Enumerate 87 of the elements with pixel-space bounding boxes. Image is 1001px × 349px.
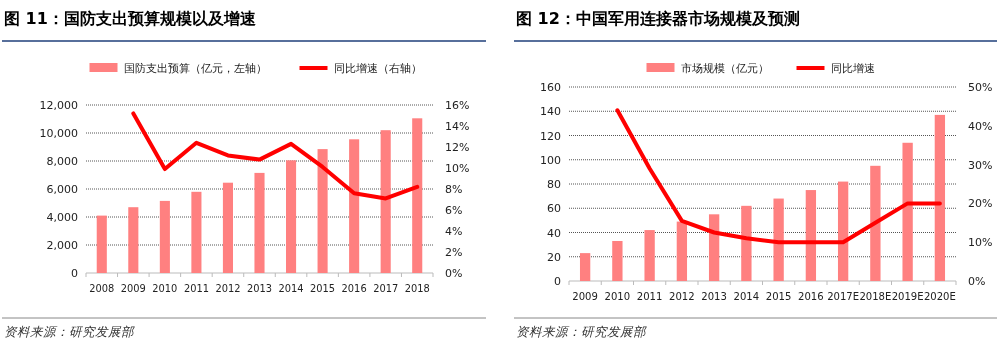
x-tick-label: 2016 [798, 291, 824, 302]
x-tick-label: 2011 [636, 291, 663, 302]
y2-tick-label: 10% [445, 162, 470, 175]
y-tick-label: 80 [547, 178, 561, 191]
legend-label: 市场规模（亿元） [680, 62, 769, 75]
bar [805, 190, 817, 281]
x-tick-label: 2015 [765, 291, 792, 302]
bar [412, 118, 423, 273]
y-tick-label: 40 [547, 226, 561, 240]
x-tick-label: 2009 [572, 291, 598, 302]
x-tick-label: 2010 [604, 291, 631, 302]
x-tick-label: 2018E [859, 291, 892, 302]
x-tick-label: 2017 [373, 283, 399, 294]
x-tick-label: 2009 [120, 283, 146, 294]
y-tick-label: 0 [554, 275, 561, 288]
y2-tick-label: 12% [445, 141, 470, 154]
x-tick-label: 2011 [183, 283, 209, 294]
y-tick-label: 160 [540, 81, 561, 94]
y-tick-label: 8,000 [46, 155, 78, 168]
y-tick-label: 60 [547, 202, 561, 216]
bar [708, 214, 720, 281]
bar [96, 215, 107, 273]
x-tick-label: 2014 [278, 283, 304, 294]
y2-tick-label: 0% [968, 275, 986, 288]
legend-label: 国防支出预算（亿元，左轴） [123, 62, 267, 75]
y2-tick-label: 16% [445, 99, 470, 112]
y2-tick-label: 10% [968, 236, 993, 250]
bar [159, 200, 170, 273]
y2-tick-label: 2% [445, 246, 463, 259]
bar [286, 160, 297, 273]
y-tick-label: 10,000 [39, 127, 78, 140]
text: 资料来源：研究发展部 [4, 324, 135, 339]
x-tick-label: 2014 [733, 291, 760, 302]
bar [741, 205, 752, 281]
bar [676, 221, 688, 281]
x-tick-label: 2013 [701, 291, 727, 302]
y2-tick-label: 4% [445, 225, 463, 238]
y2-tick-label: 6% [445, 204, 463, 217]
legend-label: 同比增速（右轴） [333, 62, 422, 75]
chart-title: 图 11：国防支出预算规模以及增速 [4, 9, 257, 28]
bar [317, 149, 328, 273]
x-tick-label: 2019E [891, 291, 924, 302]
y2-tick-label: 8% [445, 183, 463, 196]
x-tick-label: 2012 [669, 291, 695, 302]
y-tick-label: 0 [71, 267, 78, 280]
line-series [615, 108, 942, 245]
y-tick-label: 6,000 [46, 183, 78, 196]
bar [254, 172, 265, 273]
x-tick-label: 2013 [246, 283, 273, 294]
bar [222, 182, 233, 273]
x-tick-label: 2015 [310, 283, 336, 294]
line-series [131, 111, 420, 201]
text: 资料来源：研究发展部 [516, 324, 647, 339]
bar [349, 139, 360, 273]
y-tick-label: 20 [547, 250, 561, 264]
bar [902, 142, 913, 281]
y-tick-label: 120 [540, 129, 561, 143]
x-tick-label: 2012 [215, 283, 241, 294]
bar [644, 230, 655, 281]
y-tick-label: 4,000 [46, 211, 78, 224]
y2-tick-label: 30% [968, 158, 993, 172]
x-tick-label: 2008 [89, 283, 115, 294]
x-tick-label: 2020E [923, 291, 956, 302]
bar [612, 240, 623, 281]
bar [934, 114, 946, 281]
y-tick-label: 100 [540, 153, 561, 167]
y2-tick-label: 20% [968, 197, 993, 211]
legend-label: 同比增速 [830, 62, 875, 75]
bar [773, 198, 784, 281]
y2-tick-label: 50% [968, 81, 993, 94]
bar [128, 207, 139, 273]
x-tick-label: 2018 [404, 283, 430, 294]
chart-title: 图 12：中国军用连接器市场规模及预测 [516, 9, 800, 28]
x-tick-label: 2010 [152, 283, 178, 294]
x-tick-label: 2017E [827, 291, 860, 302]
bar [837, 181, 849, 281]
bar [191, 191, 202, 273]
bar [579, 253, 591, 281]
y2-tick-label: 40% [968, 119, 993, 133]
y-tick-label: 12,000 [39, 99, 78, 112]
y2-tick-label: 0% [445, 267, 463, 280]
bar [380, 130, 391, 273]
y2-tick-label: 14% [445, 120, 470, 133]
y-tick-label: 2,000 [46, 239, 78, 252]
y-tick-label: 140 [540, 105, 561, 119]
x-tick-label: 2016 [341, 283, 367, 294]
bar [870, 165, 881, 281]
